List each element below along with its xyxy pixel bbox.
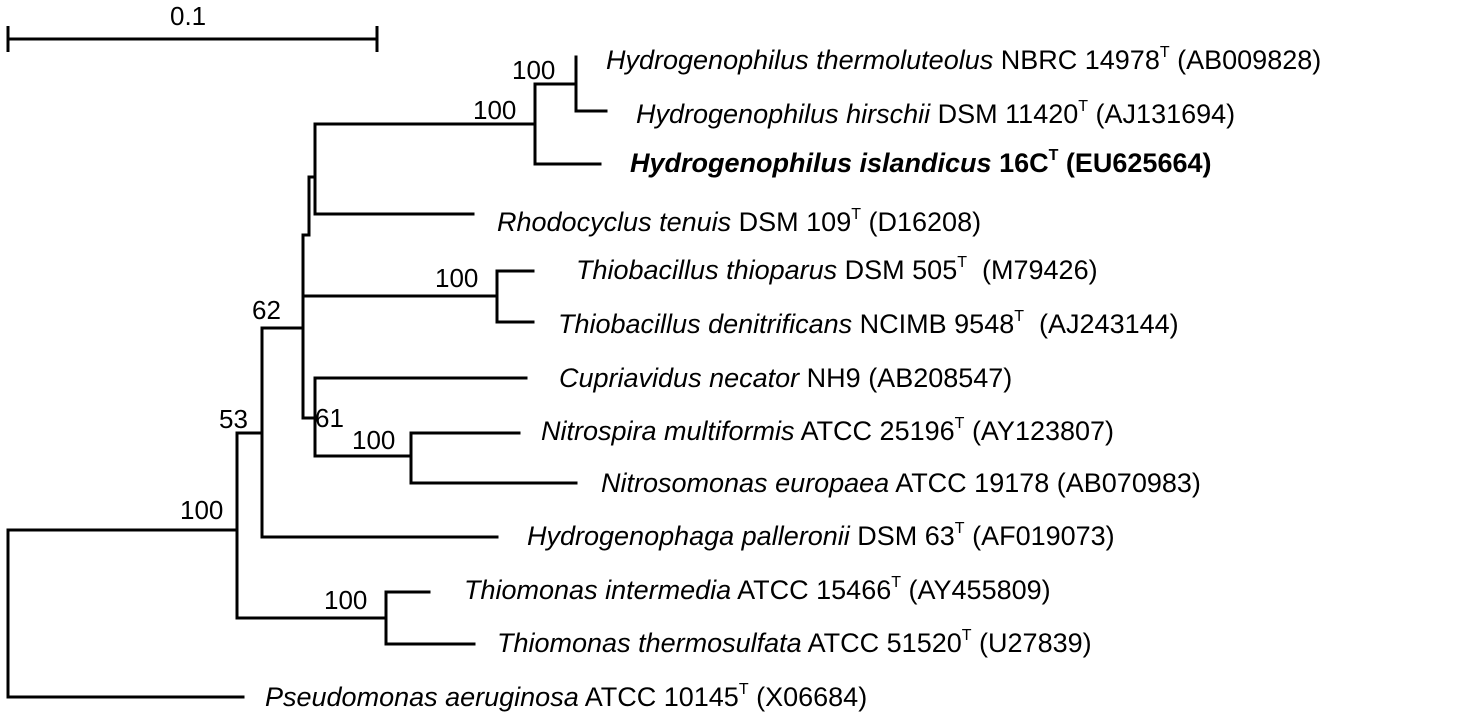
taxon-label: Thiobacillus thioparus DSM 505T (M79426) <box>576 254 1098 286</box>
bootstrap-value: 100 <box>352 425 396 455</box>
taxon-accession: (AF019073) <box>972 521 1115 551</box>
taxon-strain: NBRC 14978 <box>1000 45 1160 75</box>
taxon-name: Pseudomonas aeruginosa <box>265 682 579 712</box>
taxon-name: Rhodocyclus tenuis <box>497 207 732 237</box>
type-strain-mark: T <box>851 206 861 223</box>
taxon-accession: (AY455809) <box>908 575 1051 605</box>
bootstrap-value: 100 <box>180 495 224 525</box>
taxon-strain: DSM 109 <box>738 207 852 237</box>
type-strain-mark: T <box>1078 98 1089 115</box>
taxon-strain: ATCC 19178 <box>895 468 1050 498</box>
type-strain-mark: T <box>1048 147 1059 164</box>
taxon-label: Thiomonas intermedia ATCC 15466T (AY4558… <box>464 574 1051 606</box>
taxon-strain: ATCC 51520 <box>807 628 962 658</box>
taxon-label: Nitrospira multiformis ATCC 25196T (AY12… <box>541 415 1115 447</box>
type-strain-mark: T <box>738 681 749 698</box>
bootstrap-value: 61 <box>315 403 344 433</box>
taxon-name: Hydrogenophilus thermoluteolus <box>606 45 994 75</box>
type-strain-mark: T <box>957 254 967 271</box>
taxon-label: Thiobacillus denitrificans NCIMB 9548T (… <box>558 308 1179 340</box>
scale-bar-label: 0.1 <box>170 1 207 31</box>
taxon-strain: ATCC 25196 <box>800 416 955 446</box>
taxon-accession: (X06684) <box>756 682 868 712</box>
bootstrap-value: 100 <box>512 55 556 85</box>
taxon-label: Hydrogenophilus hirschii DSM 11420T (AJ1… <box>636 98 1236 130</box>
taxon-name: Hydrogenophilus islandicus <box>630 148 992 178</box>
taxon-name: Hydrogenophilus hirschii <box>636 99 931 129</box>
taxon-strain: 16C <box>999 148 1049 178</box>
taxon-accession: (AJ131694) <box>1095 99 1236 129</box>
bootstrap-value: 100 <box>435 263 479 293</box>
bootstrap-value: 100 <box>324 585 368 615</box>
taxon-strain: DSM 505 <box>844 255 958 285</box>
taxon-label: Cupriavidus necator NH9 (AB208547) <box>559 363 1012 393</box>
taxon-label: Pseudomonas aeruginosa ATCC 10145T (X066… <box>265 681 868 713</box>
taxon-label-highlighted: Hydrogenophilus islandicus 16CT (EU62566… <box>630 147 1212 179</box>
taxon-strain: NCIMB 9548 <box>859 309 1015 339</box>
taxon-strain: NH9 <box>806 363 861 393</box>
bootstrap-value: 53 <box>219 404 248 434</box>
taxon-name: Thiobacillus denitrificans <box>558 309 853 339</box>
taxon-accession: (AB070983) <box>1056 468 1201 498</box>
taxon-accession: (U27839) <box>979 628 1092 658</box>
taxon-accession: (AB208547) <box>868 363 1013 393</box>
type-strain-mark: T <box>954 415 965 432</box>
taxon-accession: (M79426) <box>982 255 1098 285</box>
taxon-label: Hydrogenophilus thermoluteolus NBRC 1497… <box>606 44 1322 76</box>
taxon-name: Nitrospira multiformis <box>541 416 795 446</box>
taxon-strain: DSM 63 <box>857 521 955 551</box>
type-strain-mark: T <box>891 574 902 591</box>
taxon-label: Nitrosomonas europaea ATCC 19178 (AB0709… <box>601 468 1201 498</box>
taxon-name: Thiobacillus thioparus <box>576 255 838 285</box>
taxon-strain: DSM 11420 <box>937 99 1079 129</box>
bootstrap-value: 100 <box>473 95 517 125</box>
taxon-label: Rhodocyclus tenuis DSM 109T (D16208) <box>497 206 982 238</box>
taxon-label: Hydrogenophaga palleronii DSM 63T (AF019… <box>527 520 1115 552</box>
taxon-name: Nitrosomonas europaea <box>601 468 890 498</box>
bootstrap-value: 62 <box>252 295 281 325</box>
taxon-label: Thiomonas thermosulfata ATCC 51520T (U27… <box>497 627 1092 659</box>
taxon-accession: (AJ243144) <box>1039 309 1179 339</box>
type-strain-mark: T <box>1014 308 1025 325</box>
taxon-name: Thiomonas intermedia <box>464 575 732 605</box>
type-strain-mark: T <box>1159 44 1170 61</box>
type-strain-mark: T <box>961 627 972 644</box>
taxon-strain: ATCC 10145 <box>584 682 739 712</box>
taxon-accession: (AY123807) <box>971 416 1115 446</box>
taxon-name: Cupriavidus necator <box>559 363 800 393</box>
taxon-strain: ATCC 15466 <box>737 575 892 605</box>
taxon-accession: (AB009828) <box>1177 45 1322 75</box>
type-strain-mark: T <box>954 520 965 537</box>
taxon-name: Thiomonas thermosulfata <box>497 628 802 658</box>
taxon-accession: (D16208) <box>868 207 982 237</box>
taxon-accession: (EU625664) <box>1065 148 1212 178</box>
taxon-name: Hydrogenophaga palleronii <box>527 521 850 551</box>
